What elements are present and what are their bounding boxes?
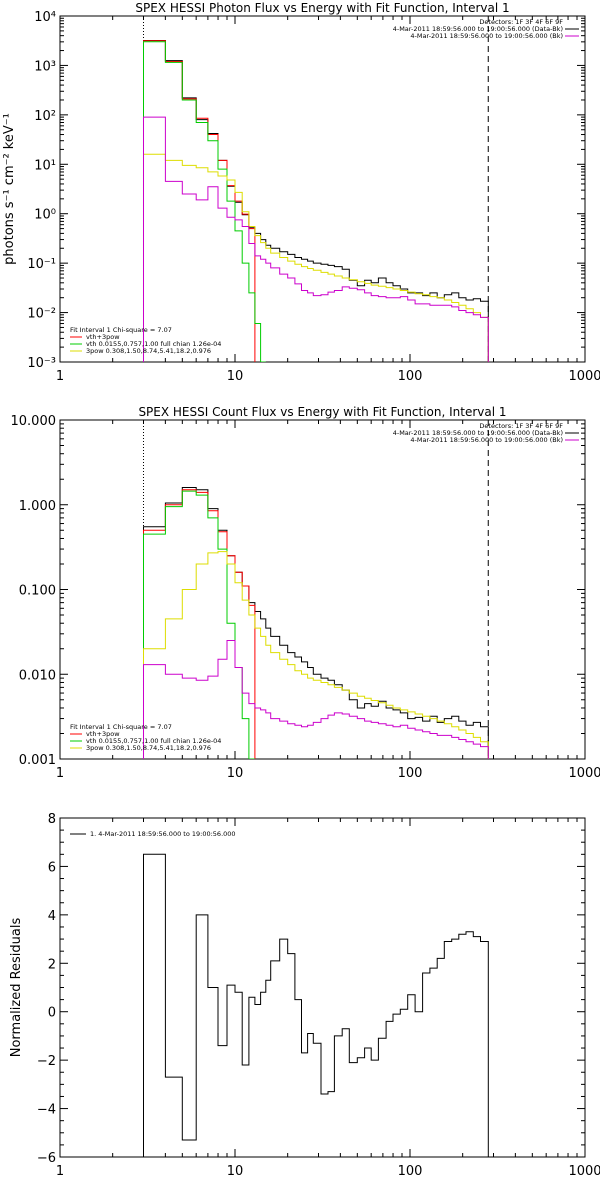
y-tick-label: 8 <box>48 812 56 827</box>
y-tick-label: 1.000 <box>19 499 56 514</box>
legend-entry: vth+3pow <box>86 333 120 341</box>
x-tick-label: 1000 <box>568 766 600 781</box>
y-tick-label: 0.010 <box>19 668 56 683</box>
y-tick-label: 10² <box>34 109 56 124</box>
chart-title: SPEX HESSI Count Flux vs Energy with Fit… <box>138 405 506 419</box>
legend-entry: vth 0.0155,0.757,1.00 full chian 1.26e-0… <box>86 737 221 745</box>
x-tick-label: 10 <box>227 1164 244 1179</box>
panel-photon: SPEX HESSI Photon Flux vs Energy with Fi… <box>2 1 600 384</box>
series-line-4 <box>143 640 489 759</box>
x-tick-label: 1000 <box>568 369 600 384</box>
plot-frame <box>59 15 586 363</box>
y-tick-label: −2 <box>37 1054 56 1069</box>
y-tick-label: 6 <box>48 860 56 875</box>
legend-entry: Detectors: 1F 3F 4F 6F 9F <box>479 18 563 26</box>
y-tick-label: −6 <box>37 1151 56 1166</box>
y-tick-label: 10⁴ <box>34 10 56 25</box>
y-axis-label: photons s⁻¹ cm⁻² keV⁻¹ <box>2 113 17 265</box>
legend-entry: Fit Interval 1 Chi-square = 7.07 <box>70 723 172 731</box>
y-tick-label: 10.000 <box>11 414 57 429</box>
x-tick-label: 1 <box>56 766 64 781</box>
legend-entry: 4-Mar-2011 18:59:56.000 to 19:00:56.000 … <box>410 32 563 40</box>
series-line-4 <box>143 116 489 362</box>
y-tick-label: 0.100 <box>19 584 56 599</box>
legend-entry: Fit Interval 1 Chi-square = 7.07 <box>70 326 172 334</box>
legend-entry: 4-Mar-2011 18:59:56.000 to 19:00:56.000 … <box>393 429 563 437</box>
y-tick-label: 10⁰ <box>34 208 56 223</box>
y-tick-label: 0.001 <box>19 753 56 768</box>
panel-count: SPEX HESSI Count Flux vs Energy with Fit… <box>11 405 600 781</box>
y-tick-label: 10⁻² <box>27 307 56 322</box>
panel-residuals: 1 10 100 1000 −6 −4 −2 0 2 4 6 8 Normalized Residual… <box>9 812 600 1179</box>
x-tick-label: 10 <box>227 766 244 781</box>
legend-entry: Detectors: 1F 3F 4F 6F 9F <box>479 422 563 430</box>
legend-entry: 3pow 0.308,1.50,8.74,5.41,18.2,0.976 <box>86 744 211 752</box>
y-tick-label: 2 <box>48 957 56 972</box>
x-tick-label: 100 <box>398 369 423 384</box>
legend-entry: vth 0.0155,0.757,1.00 full chian 1.26e-0… <box>86 340 221 348</box>
y-tick-label: 4 <box>48 909 56 924</box>
x-tick-label: 10 <box>227 369 244 384</box>
x-tick-label: 1 <box>56 369 64 384</box>
y-tick-label: 0 <box>48 1006 56 1021</box>
y-tick-label: 10⁻¹ <box>27 257 56 272</box>
series-line-0 <box>143 853 489 1157</box>
x-tick-label: 1000 <box>568 1164 600 1179</box>
chart-title: SPEX HESSI Photon Flux vs Energy with Fi… <box>135 1 509 15</box>
y-axis-label: Normalized Residuals <box>9 918 24 1058</box>
x-tick-label: 100 <box>398 766 423 781</box>
series-line-2 <box>143 490 255 759</box>
y-tick-label: −4 <box>37 1103 56 1118</box>
legend-entry: 4-Mar-2011 18:59:56.000 to 19:00:56.000 … <box>393 25 563 33</box>
x-tick-label: 1 <box>56 1164 64 1179</box>
series-line-3 <box>143 153 489 362</box>
series-line-2 <box>143 41 266 362</box>
legend-entry: 4-Mar-2011 18:59:56.000 to 19:00:56.000 … <box>410 436 563 444</box>
legend-entry: 3pow 0.308,1.50,8.74,5.41,18.2,0.976 <box>86 347 211 355</box>
legend-entry: 1. 4-Mar-2011 18:59:56.000 to 19:00:56.0… <box>90 830 236 838</box>
x-tick-label: 100 <box>398 1164 423 1179</box>
y-tick-label: 10¹ <box>34 158 56 173</box>
series-line-3 <box>143 551 489 759</box>
y-tick-label: 10⁻³ <box>27 356 56 371</box>
legend-entry: vth+3pow <box>86 730 120 738</box>
y-tick-label: 10³ <box>34 59 56 74</box>
